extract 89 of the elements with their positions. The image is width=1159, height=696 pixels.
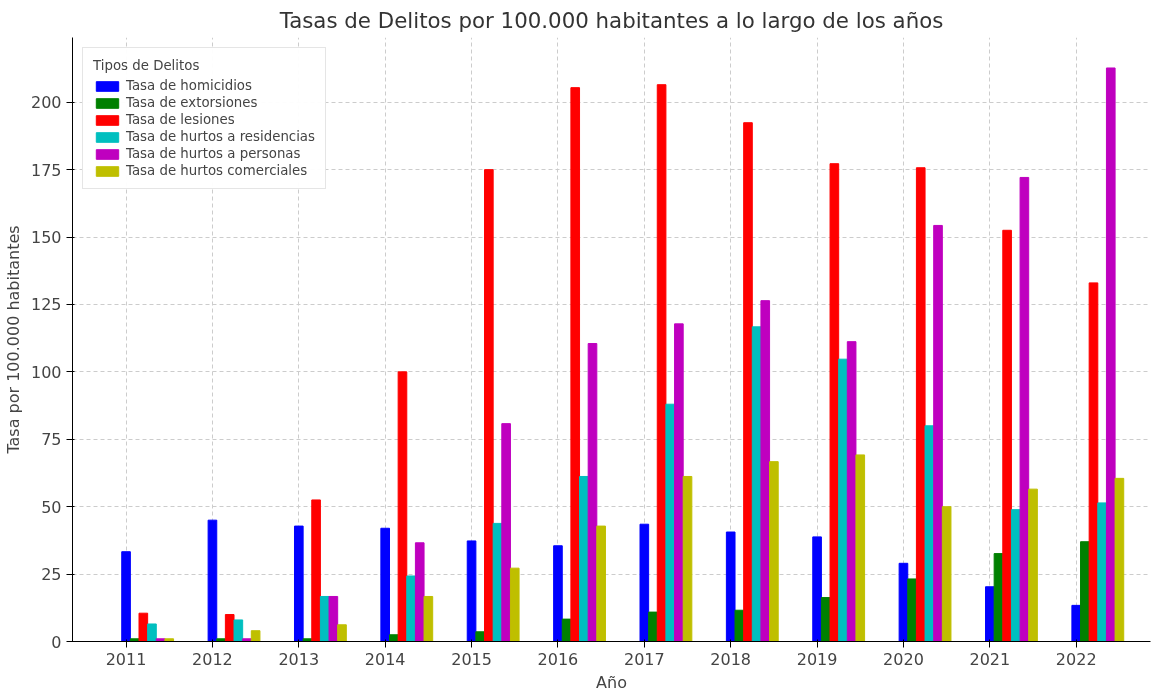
x-tick-label: 2018 — [710, 649, 752, 669]
bar — [242, 638, 252, 642]
bar — [207, 519, 218, 642]
legend-label: Tasa de extorsiones — [126, 95, 258, 110]
bar — [769, 461, 779, 642]
legend-label: Tasa de lesiones — [126, 112, 235, 127]
x-tick-label: 2015 — [451, 649, 492, 669]
bar — [1071, 604, 1082, 642]
bar — [1097, 502, 1107, 642]
bar — [414, 542, 425, 642]
bar — [907, 578, 917, 642]
bar — [760, 300, 771, 642]
bar — [138, 612, 149, 642]
y-tick-label: 50 — [41, 497, 62, 517]
bar — [121, 551, 131, 642]
bar — [846, 341, 857, 642]
legend-label: Tasa de homicidios — [126, 78, 252, 93]
bar — [1028, 488, 1038, 642]
bar — [466, 540, 477, 642]
chart-title: Tasas de Delitos por 100.000 habitantes a lo largo de los años — [278, 7, 944, 33]
bar — [596, 525, 606, 642]
x-tick-label: 2021 — [969, 649, 1011, 669]
y-tick-label: 150 — [30, 228, 62, 248]
bar — [147, 623, 157, 642]
bar — [250, 630, 261, 642]
bar — [311, 499, 321, 642]
y-tick-label: 25 — [41, 565, 62, 585]
x-tick-label: 2016 — [537, 649, 579, 669]
bar — [1114, 477, 1125, 642]
x-tick-label: 2013 — [278, 649, 320, 669]
legend-label: Tasa de hurtos comerciales — [126, 163, 308, 178]
x-tick-label: 2022 — [1055, 649, 1097, 669]
bar — [838, 358, 848, 642]
y-axis-title: Tasa por 100.000 habitantes — [3, 225, 23, 455]
y-tick-label: 100 — [30, 362, 62, 382]
bar — [924, 425, 935, 642]
bar — [1002, 229, 1012, 642]
bar — [941, 506, 952, 642]
bar — [665, 403, 676, 642]
bar — [380, 527, 391, 642]
bar — [915, 167, 926, 642]
bar — [233, 619, 244, 642]
legend-title: Tipos de Delitos — [93, 58, 201, 73]
bar — [725, 531, 736, 642]
y-tick-label: 0 — [51, 632, 62, 652]
bar — [985, 586, 995, 642]
bar — [656, 84, 667, 642]
bar — [898, 562, 909, 642]
bar — [855, 454, 866, 642]
bar — [812, 536, 822, 642]
bar — [570, 87, 581, 642]
bar — [743, 122, 753, 642]
bar — [579, 475, 589, 642]
y-tick-label: 200 — [30, 93, 62, 113]
x-tick-label: 2014 — [364, 649, 406, 669]
bar — [216, 638, 226, 642]
bar — [397, 371, 408, 642]
bar — [1019, 176, 1030, 642]
x-tick-label: 2020 — [883, 649, 924, 669]
bar — [682, 475, 693, 642]
y-tick-label: 75 — [41, 430, 62, 450]
bar — [406, 575, 416, 642]
y-tick-label: 175 — [30, 160, 62, 180]
y-tick-label: 125 — [30, 295, 62, 315]
bar — [423, 595, 434, 642]
bar — [734, 609, 745, 642]
bar — [509, 567, 520, 642]
legend-label: Tasa de hurtos a residencias — [126, 129, 315, 144]
bar — [933, 224, 943, 642]
bar — [328, 595, 339, 642]
bar — [484, 169, 494, 642]
bar — [1080, 541, 1090, 642]
bar — [553, 545, 563, 642]
bar — [475, 631, 486, 642]
bar — [337, 624, 347, 642]
bar — [1105, 67, 1116, 642]
x-tick-label: 2017 — [623, 649, 665, 669]
bar — [829, 163, 840, 642]
bar — [501, 423, 511, 642]
x-tick-label: 2019 — [796, 649, 838, 669]
bar — [674, 323, 684, 642]
x-axis-title: Año — [596, 672, 627, 692]
legend-label: Tasa de hurtos a personas — [126, 146, 301, 161]
x-tick-label: 2011 — [105, 649, 147, 669]
bar — [164, 638, 175, 642]
bar — [648, 611, 658, 642]
x-tick-label: 2012 — [192, 649, 233, 669]
bar — [293, 525, 304, 642]
bar — [639, 523, 650, 642]
